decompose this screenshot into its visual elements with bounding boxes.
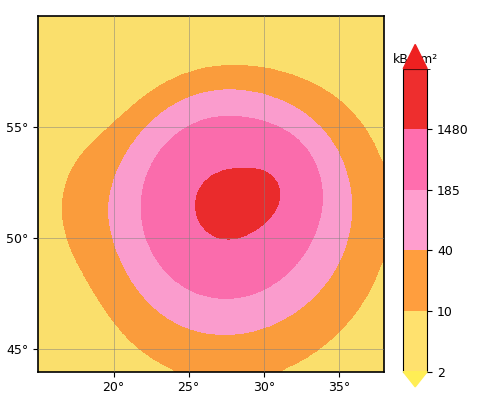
Polygon shape (403, 44, 427, 69)
Title: kBq/m²: kBq/m² (393, 53, 438, 66)
Polygon shape (403, 372, 427, 387)
